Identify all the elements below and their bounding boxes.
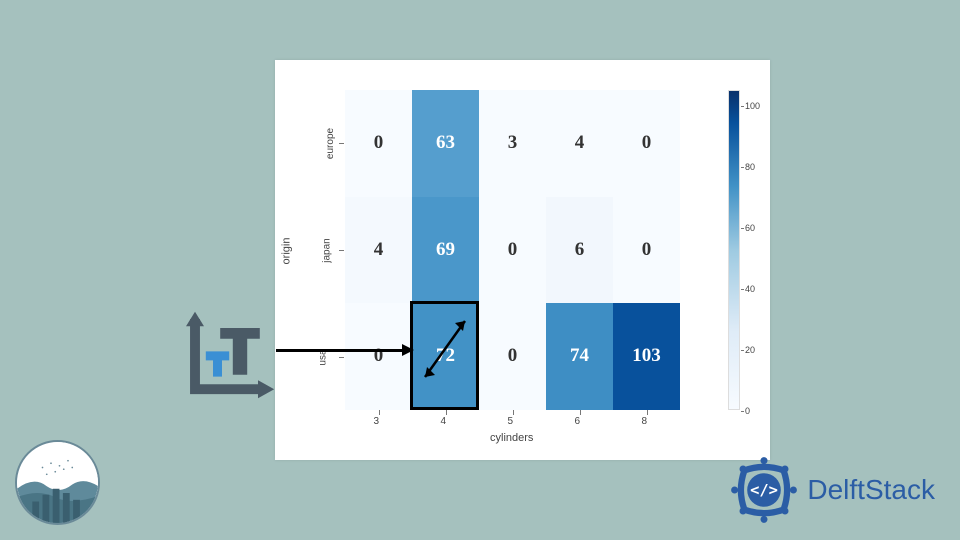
delftstack-emblem-icon: </> [729, 455, 799, 525]
x-axis-label: cylinders [490, 432, 533, 444]
text-scale-icon [186, 310, 276, 400]
colorbar-tick: 20 [745, 345, 755, 355]
delftstack-text: DelftStack [807, 474, 935, 506]
heatmap-cell: 63 [412, 90, 479, 197]
delftstack-logo: </> DelftStack [729, 455, 935, 525]
x-tick-label: 8 [642, 416, 648, 427]
heatmap-chart: 063340469060072074103 origin cylinders 0… [275, 60, 770, 460]
heatmap-cell: 0 [613, 197, 680, 304]
x-tick-label: 6 [575, 416, 581, 427]
x-tick-label: 5 [508, 416, 514, 427]
heatmap-cell: 0 [479, 303, 546, 410]
y-axis-label: origin [280, 238, 292, 265]
heatmap-plot-area: 063340469060072074103 [345, 90, 680, 410]
heatmap-cell: 74 [546, 303, 613, 410]
colorbar-tick: 0 [745, 406, 750, 416]
svg-text:</>: </> [750, 481, 778, 499]
x-tick-label: 3 [374, 416, 380, 427]
heatmap-cell: 4 [546, 90, 613, 197]
colorbar-tick: 100 [745, 101, 760, 111]
heatmap-cell: 103 [613, 303, 680, 410]
resize-arrow-icon [413, 307, 478, 389]
heatmap-cell: 0 [345, 303, 412, 410]
colorbar: 020406080100 [728, 90, 740, 410]
heatmap-cell: 0 [479, 197, 546, 304]
colorbar-tick: 80 [745, 162, 755, 172]
seaborn-logo [15, 440, 100, 525]
heatmap-cell: 6 [546, 197, 613, 304]
heatmap-cell: 69 [412, 197, 479, 304]
heatmap-cell: 4 [345, 197, 412, 304]
y-tick-label: europe [325, 128, 336, 159]
heatmap-cell: 0 [613, 90, 680, 197]
colorbar-tick: 40 [745, 284, 755, 294]
heatmap-cell: 0 [345, 90, 412, 197]
y-tick-label: japan [322, 238, 333, 262]
heatmap-cell: 3 [479, 90, 546, 197]
annotation-arrow [276, 349, 404, 352]
colorbar-tick: 60 [745, 223, 755, 233]
x-tick-label: 4 [441, 416, 447, 427]
